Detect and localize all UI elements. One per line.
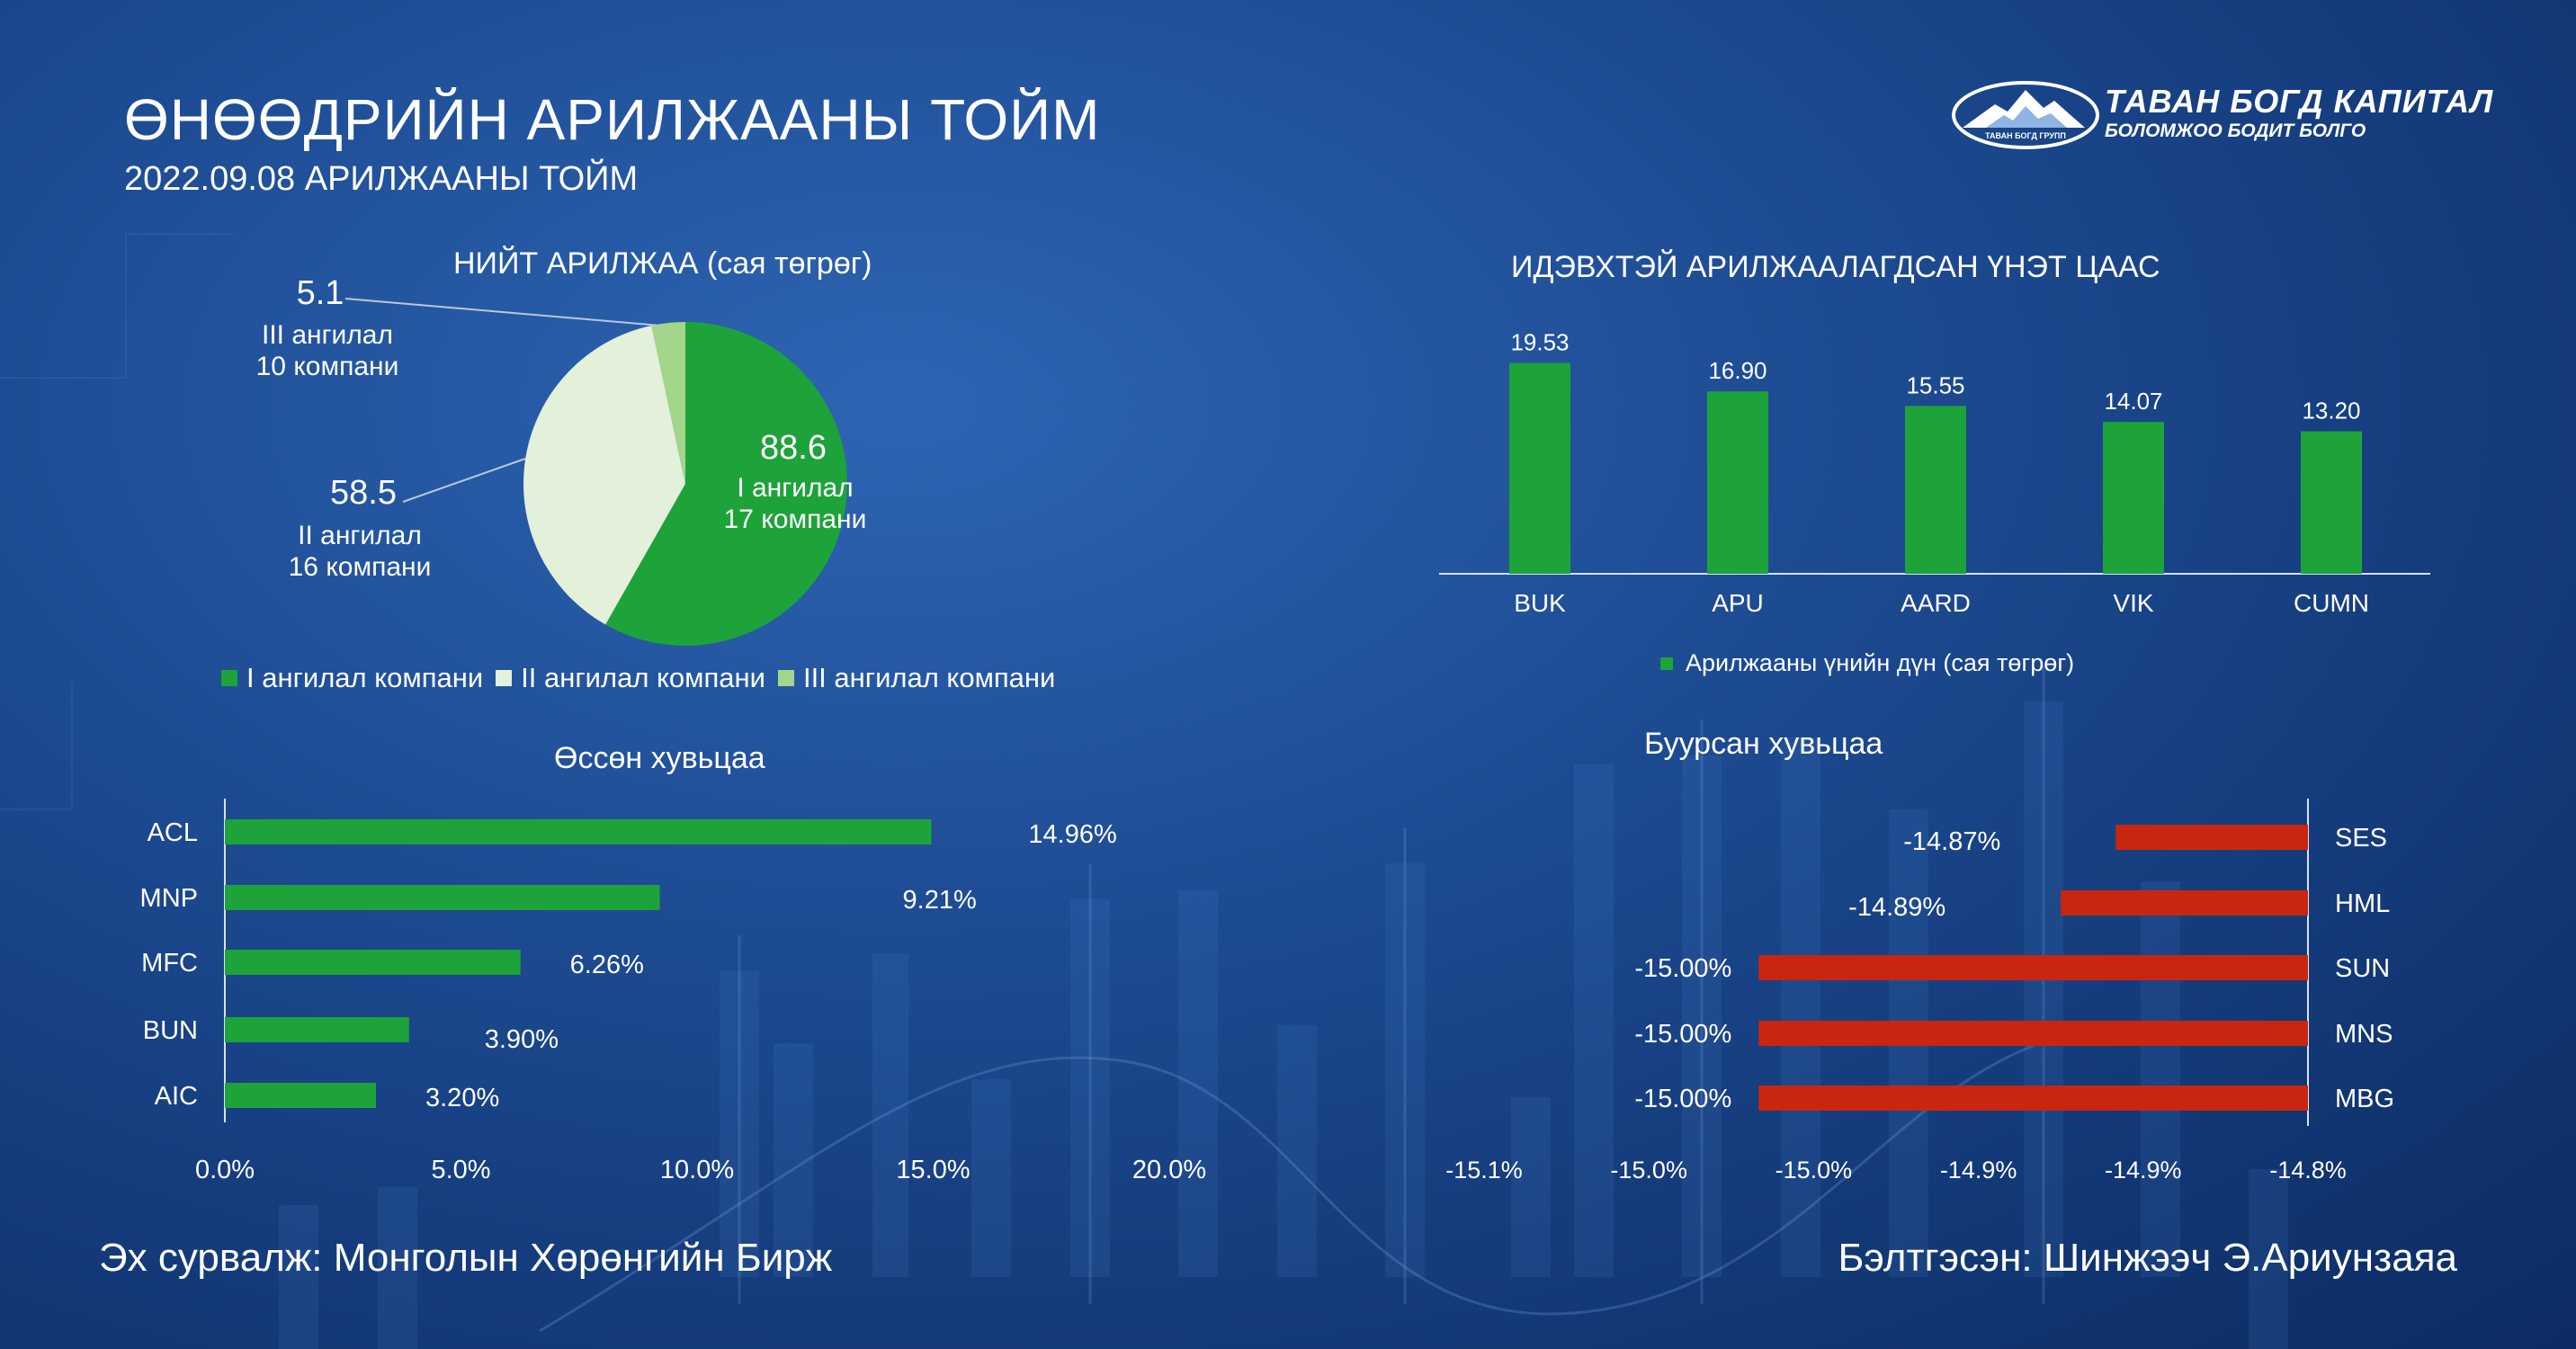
pie-count-label: 16 компани (289, 552, 432, 582)
data-label: 14.07 (2104, 388, 2162, 415)
logo-name: ТАВАН БОГД КАПИТАЛ (2105, 83, 2494, 120)
decline-chart: SES -14.87% HML -14.89% SUN -15.00% MNS -15.00%… (1445, 799, 2394, 1184)
category-label: ACL (148, 818, 198, 847)
data-label: -14.89% (1848, 893, 1945, 922)
data-label: 9.21% (903, 886, 977, 915)
bar-mfc (225, 950, 521, 975)
category-label: MNS (2335, 1020, 2393, 1049)
pie-slice-3 (651, 322, 685, 484)
author-note: Бэлтгэсэн: Шинжээч Э.Ариунзаяа (1838, 1236, 2457, 1280)
x-tick-label: -14.9% (2105, 1157, 2182, 1184)
svg-text:ТАВАН БОГД ГРУПП: ТАВАН БОГД ГРУПП (1985, 131, 2066, 140)
bar-mns (1758, 1021, 2308, 1046)
pie-leader-line (402, 458, 526, 503)
pie-category-label: III ангилал (262, 320, 393, 350)
growth-chart: ACL 14.96% MNP 9.21% MFC 6.26% BUN 3.90% AIC 3.20… (140, 799, 1206, 1184)
active-securities-legend: Арилжааны үнийн дүн (сая төгрөг) (1660, 649, 2074, 677)
category-label: AIC (155, 1082, 198, 1111)
pie-legend: I ангилал компани II ангилал компани III… (221, 662, 1055, 694)
x-tick-label: -14.9% (1940, 1157, 2017, 1184)
bar-aic (225, 1083, 376, 1108)
legend-item-class-1: I ангилал компани (221, 662, 483, 694)
pie-slice-2 (523, 325, 685, 625)
bar-sun (1758, 955, 2308, 980)
pie-count-label: 10 компани (256, 352, 399, 381)
pie-count-label: 17 компани (724, 505, 867, 534)
bar-buk (1509, 362, 1570, 574)
x-tick-label: -14.8% (2269, 1157, 2347, 1184)
data-label: -15.00% (1634, 1020, 1731, 1049)
category-label: MFC (141, 949, 198, 978)
data-label: 14.96% (1028, 820, 1116, 849)
data-label: -15.00% (1634, 1085, 1731, 1113)
decline-chart-title: Буурсан хувьцаа (1644, 727, 1883, 761)
category-label: MNP (140, 884, 198, 913)
x-tick-label: -15.0% (1775, 1157, 1853, 1184)
bar-mbg (1758, 1085, 2308, 1111)
pie-leader-line (344, 298, 661, 326)
bar-cumn (2301, 431, 2362, 574)
data-label: -15.00% (1634, 954, 1731, 983)
pie-value-label: 5.1 (297, 274, 344, 312)
bar-aard (1905, 406, 1966, 574)
pie-chart-title: НИЙТ АРИЛЖАА (сая төгрөг) (453, 246, 872, 281)
pie-value-label: 58.5 (330, 474, 397, 512)
category-label: BUN (143, 1016, 198, 1045)
growth-chart-title: Өссөн хувьцаа (554, 741, 765, 775)
active-securities-chart: 19.53 BUK 16.90 APU 15.55 AARD 14.07 VIK 13.20 CU… (1439, 329, 2430, 617)
x-tick-label: -15.1% (1445, 1157, 1523, 1184)
x-tick-label: 10.0% (660, 1156, 734, 1184)
category-label: SUN (2335, 954, 2390, 983)
data-label: -14.87% (1903, 827, 2000, 856)
x-tick-label: -15.0% (1610, 1157, 1687, 1184)
x-tick-label: 0.0% (195, 1156, 255, 1184)
data-label: 15.55 (1906, 371, 1964, 398)
x-tick-label: 15.0% (896, 1156, 970, 1184)
data-label: 3.20% (425, 1084, 499, 1112)
legend-item-class-2: II ангилал компани (496, 662, 765, 694)
pie-category-label: II ангилал (298, 521, 422, 550)
category-label: MBG (2335, 1085, 2394, 1113)
category-label: VIK (2113, 589, 2153, 617)
category-label: SES (2335, 824, 2387, 853)
data-label: 13.20 (2302, 398, 2360, 424)
logo-tagline: БОЛОМЖОО БОДИТ БОЛГО (2105, 121, 2366, 141)
pie-slice-1 (605, 322, 847, 646)
active-securities-title: ИДЭВХТЭЙ АРИЛЖААЛАГДСАН ҮНЭТ ЦААС (1511, 250, 2160, 284)
company-logo: ТАВАН БОГД ГРУПП ТАВАН БОГД КАПИТАЛ БОЛО… (1950, 74, 2492, 164)
category-label: HML (2335, 889, 2390, 918)
bar-mnp (225, 885, 660, 910)
bar-hml (2061, 890, 2308, 916)
page-title: ӨНӨӨДРИЙН АРИЛЖААНЫ ТОЙМ (124, 87, 1101, 152)
bar-bun (225, 1017, 409, 1042)
legend-item-class-3: III ангилал компани (777, 662, 1055, 694)
x-tick-label: 20.0% (1132, 1156, 1206, 1184)
pie-value-label: 88.6 (760, 429, 827, 467)
bar-vik (2103, 422, 2164, 574)
data-label: 6.26% (570, 951, 644, 979)
pie-category-label: I ангилал (737, 473, 853, 503)
data-label: 16.90 (1708, 357, 1767, 384)
x-tick-label: 5.0% (431, 1156, 490, 1184)
category-label: CUMN (2294, 589, 2369, 617)
category-label: AARD (1901, 589, 1971, 617)
mountain-logo-icon: ТАВАН БОГД ГРУПП (1952, 81, 2099, 149)
bar-apu (1707, 391, 1768, 574)
source-note: Эх сурвалж: Монголын Хөрөнгийн Бирж (99, 1236, 833, 1280)
bar-acl (225, 819, 932, 844)
category-label: APU (1712, 589, 1764, 617)
data-label: 3.90% (485, 1025, 559, 1054)
page-subtitle: 2022.09.08 АРИЛЖААНЫ ТОЙМ (124, 160, 639, 198)
data-label: 19.53 (1510, 329, 1569, 356)
category-label: BUK (1514, 589, 1566, 617)
bar-ses (2115, 825, 2308, 850)
